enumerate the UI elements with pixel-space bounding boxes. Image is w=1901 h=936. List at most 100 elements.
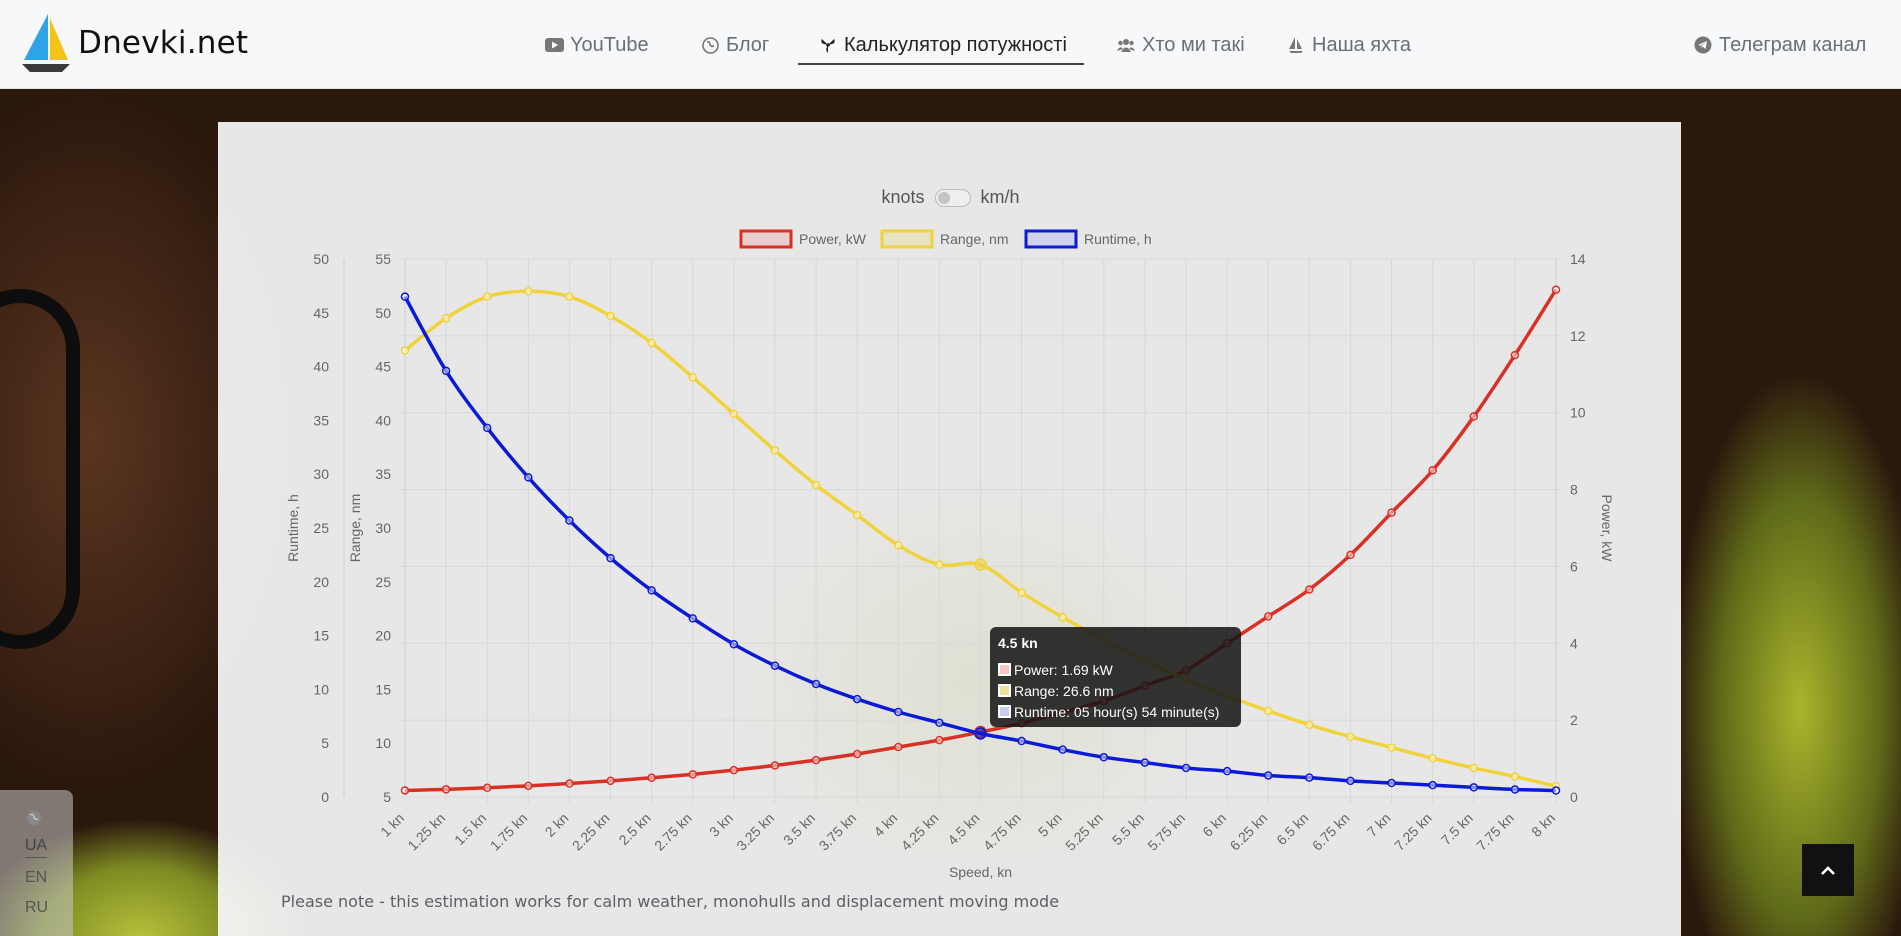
runtime-tick-label: 25	[313, 520, 329, 536]
power-point	[441, 785, 451, 794]
power-tick-label: 10	[1570, 405, 1586, 421]
logo[interactable]: Dnevki.net	[18, 12, 248, 74]
tooltip-swatch-power	[998, 663, 1011, 676]
x-tick-label: 1.25 kn	[404, 810, 448, 854]
power-point	[482, 783, 492, 793]
runtime-point	[606, 553, 615, 563]
tooltip-title: 4.5 kn	[998, 635, 1038, 651]
logo-text: Dnevki.net	[78, 25, 249, 61]
tooltip-swatch-runtime	[998, 705, 1011, 718]
x-tick-label: 2.5 kn	[615, 810, 653, 848]
range-tick-label: 55	[375, 251, 391, 267]
range-point	[1058, 613, 1067, 622]
x-tick-label: 2.75 kn	[651, 810, 695, 854]
x-tick-label: 5.75 kn	[1144, 810, 1188, 854]
x-tick-label: 4.5 kn	[944, 810, 982, 848]
range-point	[1017, 588, 1026, 597]
x-tick-label: 1.5 kn	[451, 810, 489, 848]
range-point	[1387, 743, 1396, 752]
runtime-tick-label: 5	[321, 735, 329, 751]
lang-ru[interactable]: RU	[25, 899, 49, 916]
range-point	[729, 409, 739, 419]
range-point	[606, 311, 615, 321]
main-nav: YouTube Блог Калькулятор потужності Хто …	[0, 0, 1901, 89]
lang-ua[interactable]: UA	[25, 837, 48, 858]
nav-active-underline	[798, 63, 1084, 65]
nav-power-calculator[interactable]: Калькулятор потужності	[818, 28, 1067, 62]
runtime-point	[811, 679, 821, 689]
range-point	[482, 292, 492, 301]
unit-toggle-row: knots km/h	[0, 187, 1901, 208]
power-point	[524, 781, 533, 791]
users-icon	[1116, 35, 1136, 55]
nav-blog-label: Блог	[726, 33, 770, 56]
telegram-icon	[1693, 35, 1713, 55]
runtime-point	[441, 366, 451, 376]
x-tick-label: 2 kn	[542, 810, 572, 840]
power-point	[606, 776, 615, 786]
runtime-point	[1510, 785, 1520, 794]
power-axis-title: Power, kW	[1599, 495, 1615, 563]
language-switcher: UA EN RU	[0, 790, 73, 936]
nav-telegram[interactable]: Телеграм канал	[1693, 28, 1866, 62]
power-tick-label: 12	[1570, 328, 1586, 344]
runtime-tick-label: 0	[321, 789, 329, 805]
power-point	[1551, 285, 1561, 294]
nav-our-yacht-label: Наша яхта	[1312, 33, 1411, 56]
range-point	[1469, 763, 1479, 773]
range-tick-label: 10	[375, 735, 391, 751]
legend-label: Power, kW	[799, 231, 867, 247]
runtime-tick-label: 10	[313, 681, 329, 697]
nav-telegram-label: Телеграм канал	[1719, 33, 1867, 56]
x-tick-label: 5 kn	[1035, 810, 1065, 840]
power-tick-label: 4	[1570, 635, 1578, 651]
nav-our-yacht[interactable]: Наша яхта	[1286, 28, 1411, 62]
range-point	[1264, 706, 1273, 716]
range-point	[688, 373, 697, 382]
runtime-axis-title: Runtime, h	[285, 494, 301, 562]
runtime-point	[1181, 763, 1191, 773]
range-point	[400, 346, 410, 355]
range-point	[565, 292, 574, 301]
range-point	[935, 560, 944, 569]
nav-about-us[interactable]: Хто ми такі	[1116, 28, 1245, 62]
legend-label: Range, nm	[940, 231, 1008, 247]
runtime-tick-label: 35	[313, 412, 329, 428]
runtime-point	[1346, 776, 1355, 786]
x-tick-label: 4.25 kn	[898, 810, 942, 854]
range-point	[1346, 732, 1355, 741]
legend-swatch	[1024, 229, 1078, 249]
power-tick-label: 6	[1570, 558, 1578, 574]
unit-toggle-switch[interactable]	[934, 188, 971, 207]
range-point	[524, 287, 533, 296]
lang-en[interactable]: EN	[25, 869, 48, 886]
power-tick-label: 14	[1570, 251, 1586, 267]
x-tick-label: 1.75 kn	[487, 810, 531, 854]
x-tick-label: 2.25 kn	[569, 810, 613, 854]
nav-power-calculator-label: Калькулятор потужності	[844, 33, 1067, 56]
runtime-point	[1099, 752, 1109, 762]
tooltip-range-text: Range: 26.6 nm	[1014, 682, 1114, 699]
power-point	[1346, 550, 1355, 560]
x-tick-label: 7.75 kn	[1473, 810, 1517, 854]
power-point	[729, 765, 739, 775]
range-tick-label: 40	[375, 412, 391, 428]
nav-youtube[interactable]: YouTube	[544, 28, 649, 62]
range-point	[852, 510, 862, 520]
nav-blog[interactable]: Блог	[700, 28, 769, 62]
runtime-point	[1428, 780, 1437, 790]
tooltip-row-range: Range: 26.6 nm	[998, 680, 1233, 701]
x-tick-label: 3 kn	[706, 810, 736, 840]
nav-youtube-label: YouTube	[570, 33, 649, 56]
power-tick-label: 2	[1570, 712, 1578, 728]
runtime-point	[894, 707, 903, 717]
unit-knots-label: knots	[881, 187, 925, 207]
nav-about-us-label: Хто ми такі	[1142, 33, 1245, 56]
youtube-icon	[544, 35, 564, 55]
runtime-point	[935, 718, 944, 728]
scroll-to-top-button[interactable]	[1802, 844, 1854, 896]
globe-small-icon	[26, 810, 42, 831]
legend-swatch	[739, 229, 793, 249]
power-point	[565, 779, 574, 788]
